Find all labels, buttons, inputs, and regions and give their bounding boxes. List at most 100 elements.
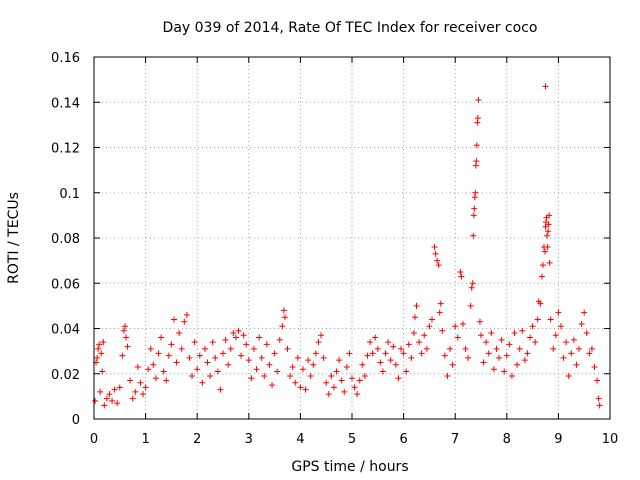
data-point — [467, 302, 474, 309]
data-point — [320, 354, 327, 361]
data-point — [194, 366, 201, 373]
data-point — [343, 363, 350, 370]
data-point — [434, 257, 441, 264]
x-tick-label: 8 — [503, 432, 511, 447]
data-point — [227, 345, 234, 352]
data-point — [127, 377, 134, 384]
data-point — [99, 368, 106, 375]
data-point — [330, 384, 337, 391]
data-point — [595, 395, 602, 402]
data-point — [165, 352, 172, 359]
data-point — [122, 334, 129, 341]
y-tick-label: 0.06 — [51, 277, 80, 292]
data-point — [527, 334, 534, 341]
data-point — [276, 336, 283, 343]
data-point — [256, 334, 263, 341]
data-point — [385, 339, 392, 346]
data-point — [120, 327, 127, 334]
data-point — [560, 354, 567, 361]
data-point — [155, 350, 162, 357]
data-point — [294, 354, 301, 361]
data-point — [596, 402, 603, 409]
data-point — [447, 345, 454, 352]
data-point — [281, 314, 288, 321]
data-point — [364, 352, 371, 359]
chart-title: Day 039 of 2014, Rate Of TEC Index for r… — [163, 20, 538, 36]
data-point — [474, 115, 481, 122]
data-point — [147, 345, 154, 352]
data-point — [444, 373, 451, 380]
data-point — [103, 395, 110, 402]
data-point — [258, 354, 265, 361]
data-point — [250, 345, 257, 352]
data-point — [570, 336, 577, 343]
data-point — [459, 320, 466, 327]
data-point — [119, 352, 126, 359]
data-point — [405, 341, 412, 348]
data-point — [351, 384, 358, 391]
data-point — [274, 368, 281, 375]
y-tick-label: 0.08 — [51, 232, 80, 247]
data-point — [299, 366, 306, 373]
data-point — [472, 189, 479, 196]
data-point — [145, 366, 152, 373]
data-point — [506, 341, 513, 348]
data-point — [207, 373, 214, 380]
data-point — [271, 350, 278, 357]
data-point — [367, 339, 374, 346]
data-point — [186, 354, 193, 361]
x-tick-label: 2 — [193, 432, 201, 447]
data-point — [354, 391, 361, 398]
data-point — [160, 368, 167, 375]
data-point — [325, 391, 332, 398]
data-point — [413, 302, 420, 309]
data-point — [478, 332, 484, 339]
data-point — [248, 375, 255, 382]
data-point — [408, 354, 415, 361]
y-tick-label: 0 — [72, 413, 80, 428]
data-point — [377, 359, 384, 366]
data-point — [471, 194, 478, 201]
x-tick-labels: 0 1 2 3 4 5 6 7 8 9 10 — [90, 432, 618, 447]
data-point — [423, 345, 430, 352]
data-point — [475, 96, 482, 103]
data-point — [341, 388, 348, 395]
x-tick-label: 1 — [141, 432, 149, 447]
data-point — [318, 332, 325, 339]
data-point — [356, 377, 363, 384]
data-point — [92, 397, 99, 404]
data-point — [583, 330, 590, 337]
data-point — [287, 373, 294, 380]
axis-ticks — [93, 56, 611, 420]
data-point — [220, 350, 226, 357]
data-point — [132, 388, 139, 395]
x-tick-label: 4 — [296, 432, 304, 447]
data-point — [129, 395, 136, 402]
data-point — [416, 339, 423, 346]
data-point — [511, 330, 518, 337]
data-point — [101, 402, 108, 409]
data-point — [480, 359, 487, 366]
data-point — [121, 323, 128, 330]
data-point — [189, 373, 196, 380]
data-point — [573, 361, 580, 368]
data-point — [457, 268, 464, 275]
data-point — [441, 352, 448, 359]
x-tick-label: 5 — [348, 432, 356, 447]
data-points — [92, 83, 603, 409]
data-point — [532, 339, 539, 346]
data-point — [238, 352, 245, 359]
data-point — [152, 375, 159, 382]
data-point — [519, 327, 526, 334]
y-tick-label: 0.04 — [51, 323, 80, 338]
data-point — [428, 316, 435, 323]
data-point — [225, 361, 232, 368]
data-point — [431, 244, 438, 251]
data-point — [501, 368, 508, 375]
data-point — [382, 350, 389, 357]
data-point — [217, 386, 224, 393]
data-point — [524, 350, 531, 357]
data-point — [473, 158, 480, 165]
data-point — [470, 212, 477, 219]
